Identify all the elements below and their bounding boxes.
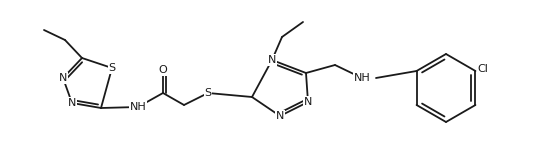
Text: N: N [304, 97, 312, 107]
Text: O: O [159, 65, 167, 75]
Text: S: S [204, 88, 212, 98]
Text: N: N [68, 98, 76, 108]
Text: N: N [268, 55, 276, 65]
Text: N: N [59, 73, 67, 83]
Text: N: N [276, 111, 284, 121]
Text: NH: NH [130, 102, 147, 112]
Text: NH: NH [353, 73, 370, 83]
Text: Cl: Cl [477, 64, 488, 74]
Text: S: S [109, 63, 116, 73]
